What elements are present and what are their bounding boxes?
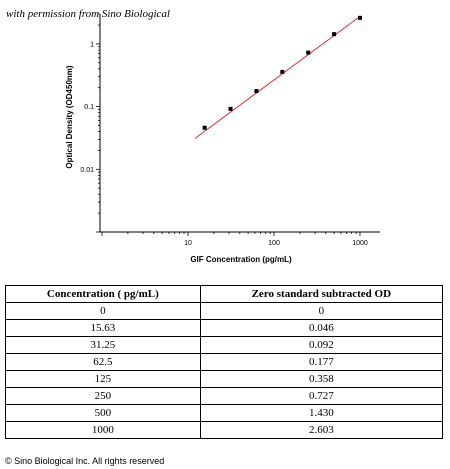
- table-row: 1000 2.603: [5, 421, 444, 439]
- cell-concentration: 125: [5, 370, 201, 388]
- cell-od: 2.603: [199, 421, 444, 439]
- standard-data-table: Concentration ( pg/mL) Zero standard sub…: [5, 285, 444, 439]
- cell-od: 0: [199, 302, 444, 320]
- data-point: [202, 125, 207, 130]
- cell-od: 1.430: [199, 404, 444, 422]
- x-tick-label: 1000: [352, 240, 368, 247]
- table-row: 15.63 0.046: [5, 319, 444, 337]
- cell-od: 0.092: [199, 336, 444, 354]
- table-row: 62.5 0.177: [5, 353, 444, 371]
- x-tick-label: 100: [268, 240, 280, 247]
- fit-line: [194, 15, 361, 139]
- table-row: 500 1.430: [5, 404, 444, 422]
- table-row: 250 0.727: [5, 387, 444, 405]
- data-points: [202, 15, 362, 130]
- cell-od: 0.358: [199, 370, 444, 388]
- cell-concentration: 250: [5, 387, 201, 405]
- y-tick-label: 0.1: [84, 104, 94, 111]
- y-axis-label: Optical Density (OD450nm): [65, 65, 74, 168]
- cell-concentration: 1000: [5, 421, 201, 439]
- fit-line-group: [194, 15, 361, 139]
- cell-concentration: 500: [5, 404, 201, 422]
- cell-od: 0.046: [199, 319, 444, 337]
- header-od: Zero standard subtracted OD: [199, 285, 444, 303]
- data-point: [254, 89, 259, 94]
- copyright-text: © Sino Biological Inc. All rights reserv…: [5, 456, 165, 466]
- chart-axes: [99, 14, 380, 233]
- y-tick-label: 1: [90, 41, 94, 48]
- table-row: 31.25 0.092: [5, 336, 444, 354]
- cell-concentration: 15.63: [5, 319, 201, 337]
- table-header-row: Concentration ( pg/mL) Zero standard sub…: [5, 285, 444, 303]
- cell-od: 0.177: [199, 353, 444, 371]
- cell-concentration: 0: [5, 302, 201, 320]
- data-point: [280, 69, 285, 74]
- y-tick-label: 0.01: [80, 167, 94, 174]
- table-row: 125 0.358: [5, 370, 444, 388]
- cell-od: 0.727: [199, 387, 444, 405]
- header-concentration: Concentration ( pg/mL): [5, 285, 201, 303]
- cell-concentration: 31.25: [5, 336, 201, 354]
- x-axis-label: GIF Concentration (pg/mL): [190, 255, 292, 264]
- cell-concentration: 62.5: [5, 353, 201, 371]
- x-tick-label: 10: [184, 240, 192, 247]
- standard-curve-chart: 10 100 1000 0.01 0.1 1 GIF Concentration (pg/…: [65, 13, 380, 264]
- data-point: [306, 50, 311, 55]
- data-point: [332, 32, 337, 37]
- chart-ticks: 10 100 1000 0.01 0.1 1: [80, 13, 368, 247]
- data-point: [358, 15, 362, 20]
- data-point: [228, 106, 233, 111]
- watermark-text: with permission from Sino Biological: [6, 8, 170, 20]
- table-body: 0 0 15.63 0.046 31.25 0.092 62.5 0.177 125 0.358 2…: [5, 302, 444, 439]
